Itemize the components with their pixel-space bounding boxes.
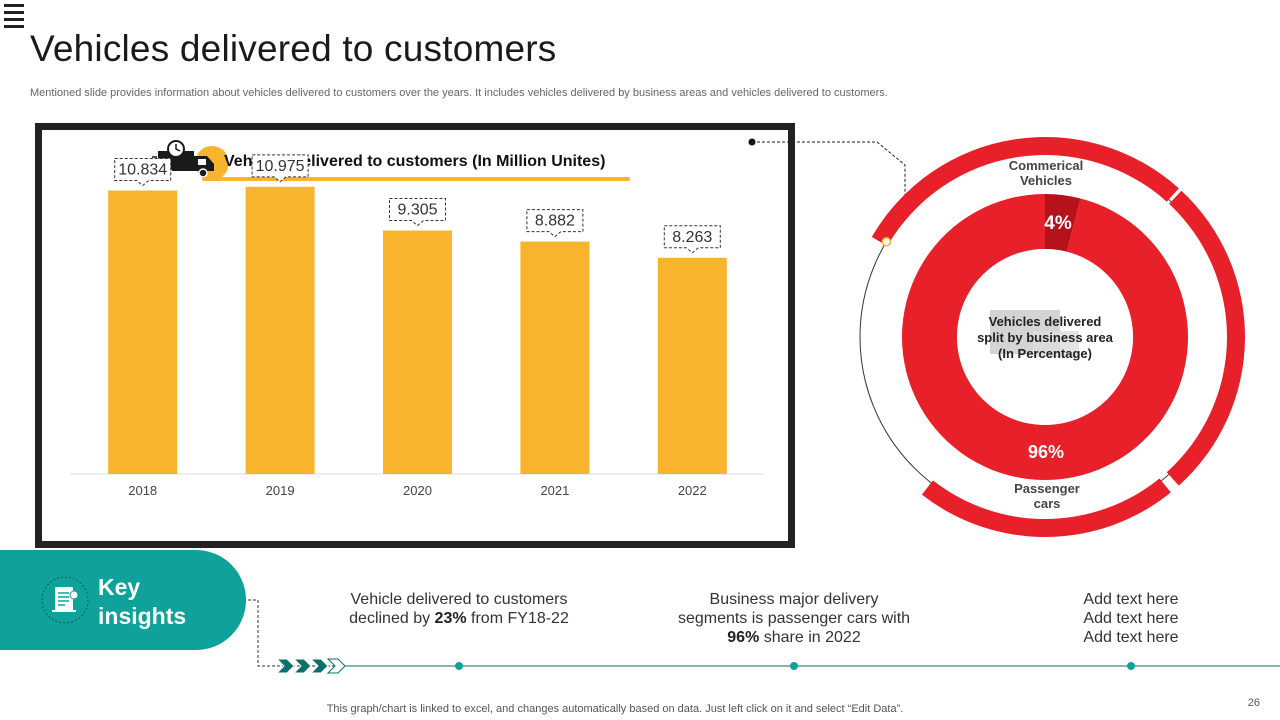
title-underline — [202, 177, 630, 181]
outer-arc-top — [871, 137, 1179, 246]
x-tick-2021: 2021 — [540, 483, 569, 498]
donut-chart-container: Vehicles delivered split by business area… — [850, 130, 1260, 540]
bar-chart-title: Vehicles delivered to customers (In Mill… — [224, 153, 606, 170]
footer-note: This graph/chart is linked to excel, and… — [326, 703, 904, 715]
key-insights-banner: Key insights — [0, 550, 246, 650]
bar-2019 — [245, 186, 315, 474]
page-number: 26 — [1247, 697, 1260, 709]
outer-arc-right — [1166, 190, 1245, 486]
category-label-commercial: Vehicles — [1020, 173, 1072, 188]
x-tick-2022: 2022 — [678, 483, 707, 498]
chart-connector — [748, 138, 906, 197]
page-title: Vehicles delivered to customers — [30, 28, 557, 69]
x-tick-2019: 2019 — [266, 483, 295, 498]
bar-2018 — [108, 190, 178, 475]
svg-text:8.882: 8.882 — [535, 213, 575, 230]
x-tick-2018: 2018 — [128, 483, 157, 498]
data-label-2020: 9.305 — [389, 198, 446, 227]
insight-1: Vehicle delivered to customers declined … — [349, 591, 569, 627]
slice-passenger-cars — [902, 194, 1188, 480]
page-subtitle: Mentioned slide provides information abo… — [30, 87, 888, 99]
donut-title-line: split by business area — [977, 330, 1114, 345]
svg-text:10.975: 10.975 — [256, 158, 305, 175]
key-insights-label: Key insights — [98, 574, 187, 629]
donut-title-line: Vehicles delivered — [989, 314, 1102, 329]
chevron-arrows-icon — [275, 658, 346, 674]
category-label-passenger: cars — [1034, 496, 1061, 511]
svg-text:9.305: 9.305 — [397, 202, 437, 219]
connector-dot — [881, 236, 892, 247]
value-label-commercial: 4% — [1044, 213, 1072, 234]
svg-text:10.834: 10.834 — [118, 162, 167, 179]
slice-commercial-vehicles — [1045, 194, 1081, 252]
data-label-2021: 8.882 — [526, 209, 584, 238]
data-label-2022: 8.263 — [663, 225, 721, 254]
bar-chart: 10.834 2018 10.975 2019 9.305 2020 8.882 2021 8.… — [70, 154, 764, 498]
value-label-passenger: 96% — [1028, 442, 1064, 462]
x-tick-2020: 2020 — [403, 483, 432, 498]
bar-2021 — [520, 241, 590, 474]
insight-3: Add text here Add text here Add text her… — [1083, 591, 1179, 646]
bar-2020 — [383, 230, 452, 474]
insights-timeline — [248, 599, 1280, 674]
svg-text:8.263: 8.263 — [672, 229, 712, 246]
category-label-passenger: Passenger — [1014, 481, 1080, 496]
bar-chart-panel: Vehicles delivered to customers (In Mill… — [35, 123, 795, 548]
insight-2: Business major delivery segments is pass… — [677, 591, 911, 646]
outer-arc-bottom — [921, 478, 1171, 537]
menu-icon[interactable] — [4, 4, 26, 34]
data-label-2019: 10.975 — [251, 154, 309, 183]
bar-2022 — [657, 257, 727, 474]
data-label-2018: 10.834 — [114, 158, 172, 187]
insights-document-icon — [41, 576, 89, 624]
donut-title-line: (In Percentage) — [998, 346, 1092, 361]
center-highlight-2 — [1033, 331, 1079, 357]
category-label-commercial: Commerical — [1009, 158, 1083, 173]
